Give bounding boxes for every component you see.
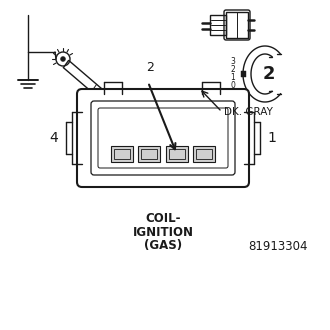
Bar <box>241 71 246 77</box>
Text: 1: 1 <box>230 74 235 82</box>
Text: 81913304: 81913304 <box>248 241 308 253</box>
Text: 4: 4 <box>50 131 58 145</box>
Text: 2: 2 <box>263 65 275 83</box>
Text: 2: 2 <box>230 65 235 75</box>
Text: 2: 2 <box>146 61 154 74</box>
FancyBboxPatch shape <box>77 89 249 187</box>
Text: DK. GRAY: DK. GRAY <box>224 107 273 117</box>
Bar <box>166 146 188 162</box>
Bar <box>210 15 226 35</box>
Bar <box>141 149 157 159</box>
Bar <box>169 149 185 159</box>
Bar <box>111 146 133 162</box>
Text: (GAS): (GAS) <box>144 240 182 252</box>
Bar <box>114 149 130 159</box>
Text: 3: 3 <box>230 57 235 67</box>
Polygon shape <box>63 60 125 116</box>
Text: COIL-: COIL- <box>145 212 181 224</box>
Text: 0: 0 <box>230 82 235 90</box>
Circle shape <box>60 56 65 61</box>
Bar <box>226 12 248 38</box>
Text: 1: 1 <box>268 131 277 145</box>
Bar <box>138 146 160 162</box>
Text: IGNITION: IGNITION <box>133 225 193 239</box>
FancyBboxPatch shape <box>91 101 235 175</box>
Bar <box>196 149 213 159</box>
FancyBboxPatch shape <box>98 108 228 168</box>
Bar <box>193 146 215 162</box>
Polygon shape <box>119 108 132 122</box>
